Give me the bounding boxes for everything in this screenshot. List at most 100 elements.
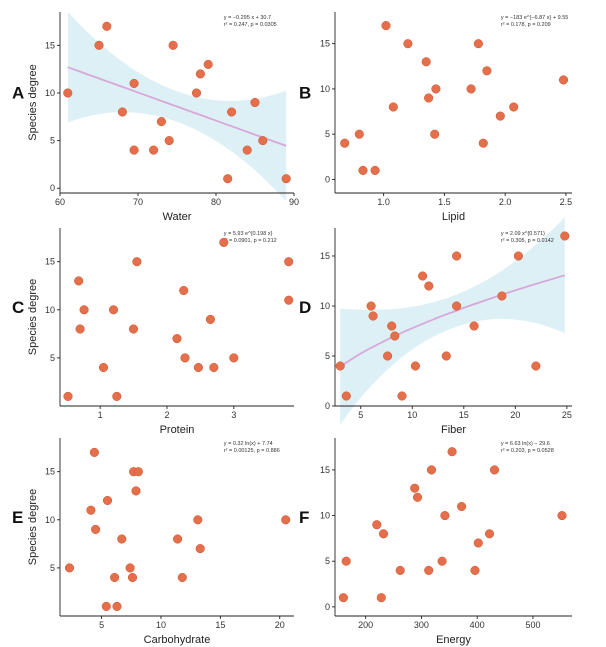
data-point: [473, 538, 483, 548]
y-tick-label: 10: [45, 88, 55, 98]
data-point: [376, 593, 386, 603]
data-point: [421, 57, 431, 67]
y-tick-label: 15: [45, 257, 55, 267]
data-point: [388, 102, 398, 112]
data-point: [209, 362, 219, 373]
data-point: [284, 295, 294, 305]
data-point: [203, 59, 213, 69]
data-point: [117, 107, 127, 117]
x-tick-label: 1.5: [438, 197, 451, 207]
data-point: [195, 544, 205, 554]
x-tick-label: 2: [164, 410, 169, 420]
data-point: [179, 285, 189, 296]
data-point: [452, 251, 462, 261]
data-point: [102, 495, 113, 506]
data-point: [149, 145, 159, 155]
data-point: [437, 556, 447, 566]
data-point: [91, 524, 101, 534]
data-point: [129, 78, 139, 88]
y-tick-label: 10: [320, 84, 330, 94]
data-point: [431, 84, 441, 94]
data-point: [63, 391, 73, 401]
data-point: [424, 565, 434, 575]
data-point: [156, 117, 166, 127]
data-point: [478, 138, 488, 148]
y-tick-label: 0: [325, 602, 330, 612]
x-tick-label: 3: [231, 410, 236, 420]
data-point: [168, 40, 178, 50]
data-point: [370, 165, 380, 175]
data-point: [94, 40, 104, 50]
data-point: [101, 601, 111, 611]
data-point: [557, 511, 567, 521]
y-tick-label: 10: [45, 305, 55, 315]
panel-letter: F: [299, 508, 309, 527]
data-point: [172, 334, 182, 344]
y-tick-label: 0: [50, 183, 55, 193]
data-point: [441, 351, 451, 361]
equation-text: r² = 0.305, p = 0.0142: [501, 238, 554, 244]
x-tick-label: 10: [407, 410, 417, 420]
x-axis-label: Fiber: [441, 424, 466, 436]
equation-text: y = −183 e^{−6.87 x} + 9.55: [501, 15, 568, 21]
x-axis-label: Energy: [436, 634, 471, 646]
panel-letter: D: [299, 298, 311, 317]
data-point: [424, 281, 434, 291]
y-tick-label: 5: [50, 563, 55, 573]
data-point: [74, 276, 84, 286]
x-tick-label: 1: [98, 410, 103, 420]
x-axis-label: Protein: [160, 424, 195, 436]
panel-d: 5 10 15 20 25 0 5 10 15 Fiber Dy = 2.09 x^{0.571}r…: [299, 217, 572, 436]
data-point: [112, 601, 122, 611]
y-axis-label: Species degree: [27, 279, 39, 355]
data-point: [102, 21, 112, 31]
data-point: [426, 465, 437, 475]
equation-text: y = 0.32 ln(x) + 7.74: [224, 441, 273, 447]
data-point: [341, 391, 351, 401]
data-point: [258, 136, 268, 146]
data-point: [250, 97, 260, 108]
data-point: [513, 251, 523, 261]
x-tick-label: 300: [414, 620, 429, 630]
data-point: [560, 231, 570, 241]
y-tick-label: 15: [320, 465, 330, 475]
trend-line: [67, 66, 287, 147]
y-axis-label: Species degree: [27, 489, 39, 565]
data-point: [79, 305, 89, 315]
data-point: [131, 486, 141, 496]
equation-text: r² = 0.0901, p = 0.212: [224, 238, 277, 244]
confidence-band: [340, 217, 565, 425]
y-tick-label: 10: [320, 511, 330, 521]
data-point: [108, 305, 119, 315]
data-point: [128, 324, 139, 334]
data-point: [64, 563, 75, 573]
data-point: [390, 331, 400, 341]
data-point: [378, 529, 389, 539]
data-point: [482, 66, 492, 76]
data-point: [125, 563, 135, 573]
data-point: [495, 111, 505, 121]
data-point: [558, 75, 569, 85]
x-tick-label: 90: [289, 197, 299, 207]
data-point: [229, 353, 239, 363]
data-point: [193, 362, 203, 373]
x-axis-label: Carbohydrate: [144, 634, 211, 646]
data-point: [452, 301, 462, 311]
y-tick-label: 0: [325, 401, 330, 411]
data-point: [381, 21, 391, 31]
y-tick-label: 5: [325, 351, 330, 361]
data-point: [447, 447, 457, 457]
data-point: [173, 534, 183, 544]
y-tick-label: 5: [325, 556, 330, 566]
panel-b: 1.0 1.5 2.0 2.5 0 5 10 15 Lipid By = −183 e^{−6.8…: [299, 12, 572, 223]
panel-letter: B: [299, 84, 311, 103]
data-point: [430, 129, 440, 139]
panel-letter: E: [12, 508, 23, 527]
data-point: [395, 565, 405, 575]
data-point: [86, 505, 96, 515]
y-tick-label: 10: [45, 515, 55, 525]
data-point: [470, 565, 480, 575]
x-tick-label: 15: [215, 620, 225, 630]
data-point: [281, 174, 291, 184]
